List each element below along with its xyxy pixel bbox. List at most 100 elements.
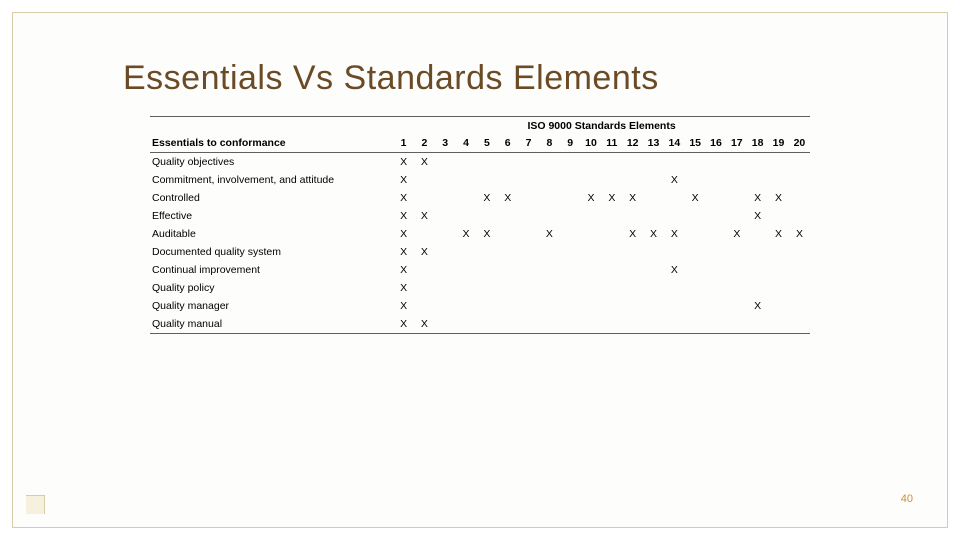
cell [789,207,810,225]
cell [685,261,706,279]
row-label: Documented quality system [150,243,393,261]
cell [643,171,664,189]
cell [497,261,518,279]
cell [643,261,664,279]
col-header: 8 [539,134,560,153]
row-label: Continual improvement [150,261,393,279]
cell [706,261,727,279]
cell: X [414,243,435,261]
cell [747,261,768,279]
cell [685,225,706,243]
cell [518,243,539,261]
cell: X [456,225,477,243]
table-row: Quality objectivesXX [150,153,810,172]
cell [622,153,643,172]
standards-table: ISO 9000 Standards Elements Essentials t… [150,116,810,334]
cell [518,279,539,297]
cell [581,171,602,189]
cell [768,243,789,261]
cell [560,153,581,172]
cell [456,243,477,261]
cell [539,171,560,189]
cell [497,279,518,297]
cell [560,279,581,297]
cell [768,297,789,315]
cell [726,153,747,172]
cell: X [622,225,643,243]
cell [456,171,477,189]
col-header: 1 [393,134,414,153]
cell [497,207,518,225]
cell [726,261,747,279]
row-label: Auditable [150,225,393,243]
col-header: 7 [518,134,539,153]
cell: X [643,225,664,243]
table-row: AuditableXXXXXXXXXX [150,225,810,243]
cell [456,207,477,225]
cell [581,153,602,172]
cell [601,315,622,334]
cell [581,279,602,297]
cell [622,297,643,315]
cell: X [664,225,685,243]
col-header: 9 [560,134,581,153]
cell: X [414,207,435,225]
cell [768,315,789,334]
cell [601,207,622,225]
cell: X [393,207,414,225]
cell [706,279,727,297]
cell: X [393,315,414,334]
table: ISO 9000 Standards Elements Essentials t… [150,116,810,334]
row-label: Effective [150,207,393,225]
cell [664,279,685,297]
table-row: ControlledXXXXXXXXX [150,189,810,207]
cell [560,315,581,334]
table-column-header-row: Essentials to conformance 12345678910111… [150,134,810,153]
col-header: 3 [435,134,456,153]
cell: X [601,189,622,207]
cell [539,261,560,279]
cell: X [476,225,497,243]
corner-accent [26,495,45,514]
cell [789,297,810,315]
row-label: Commitment, involvement, and attitude [150,171,393,189]
cell [539,243,560,261]
cell [622,171,643,189]
page-number: 40 [901,493,913,505]
cell [456,261,477,279]
cell: X [622,189,643,207]
cell [685,315,706,334]
cell [726,297,747,315]
col-header: 14 [664,134,685,153]
cell [581,207,602,225]
cell: X [497,189,518,207]
cell [560,207,581,225]
cell: X [393,243,414,261]
cell [664,207,685,225]
cell [726,279,747,297]
cell: X [747,189,768,207]
row-label: Quality objectives [150,153,393,172]
cell: X [393,153,414,172]
cell [768,153,789,172]
cell [414,297,435,315]
cell [685,207,706,225]
cell [518,153,539,172]
table-row: Documented quality systemXX [150,243,810,261]
slide-title: Essentials Vs Standards Elements [123,59,947,98]
cell [518,261,539,279]
cell [685,243,706,261]
cell: X [747,297,768,315]
cell [560,189,581,207]
cell [581,261,602,279]
cell [768,279,789,297]
cell [789,279,810,297]
cell [435,261,456,279]
cell [435,297,456,315]
cell [435,189,456,207]
cell [601,171,622,189]
slide-frame: Essentials Vs Standards Elements ISO 900… [12,12,948,528]
col-header: 16 [706,134,727,153]
cell: X [685,189,706,207]
cell [601,279,622,297]
